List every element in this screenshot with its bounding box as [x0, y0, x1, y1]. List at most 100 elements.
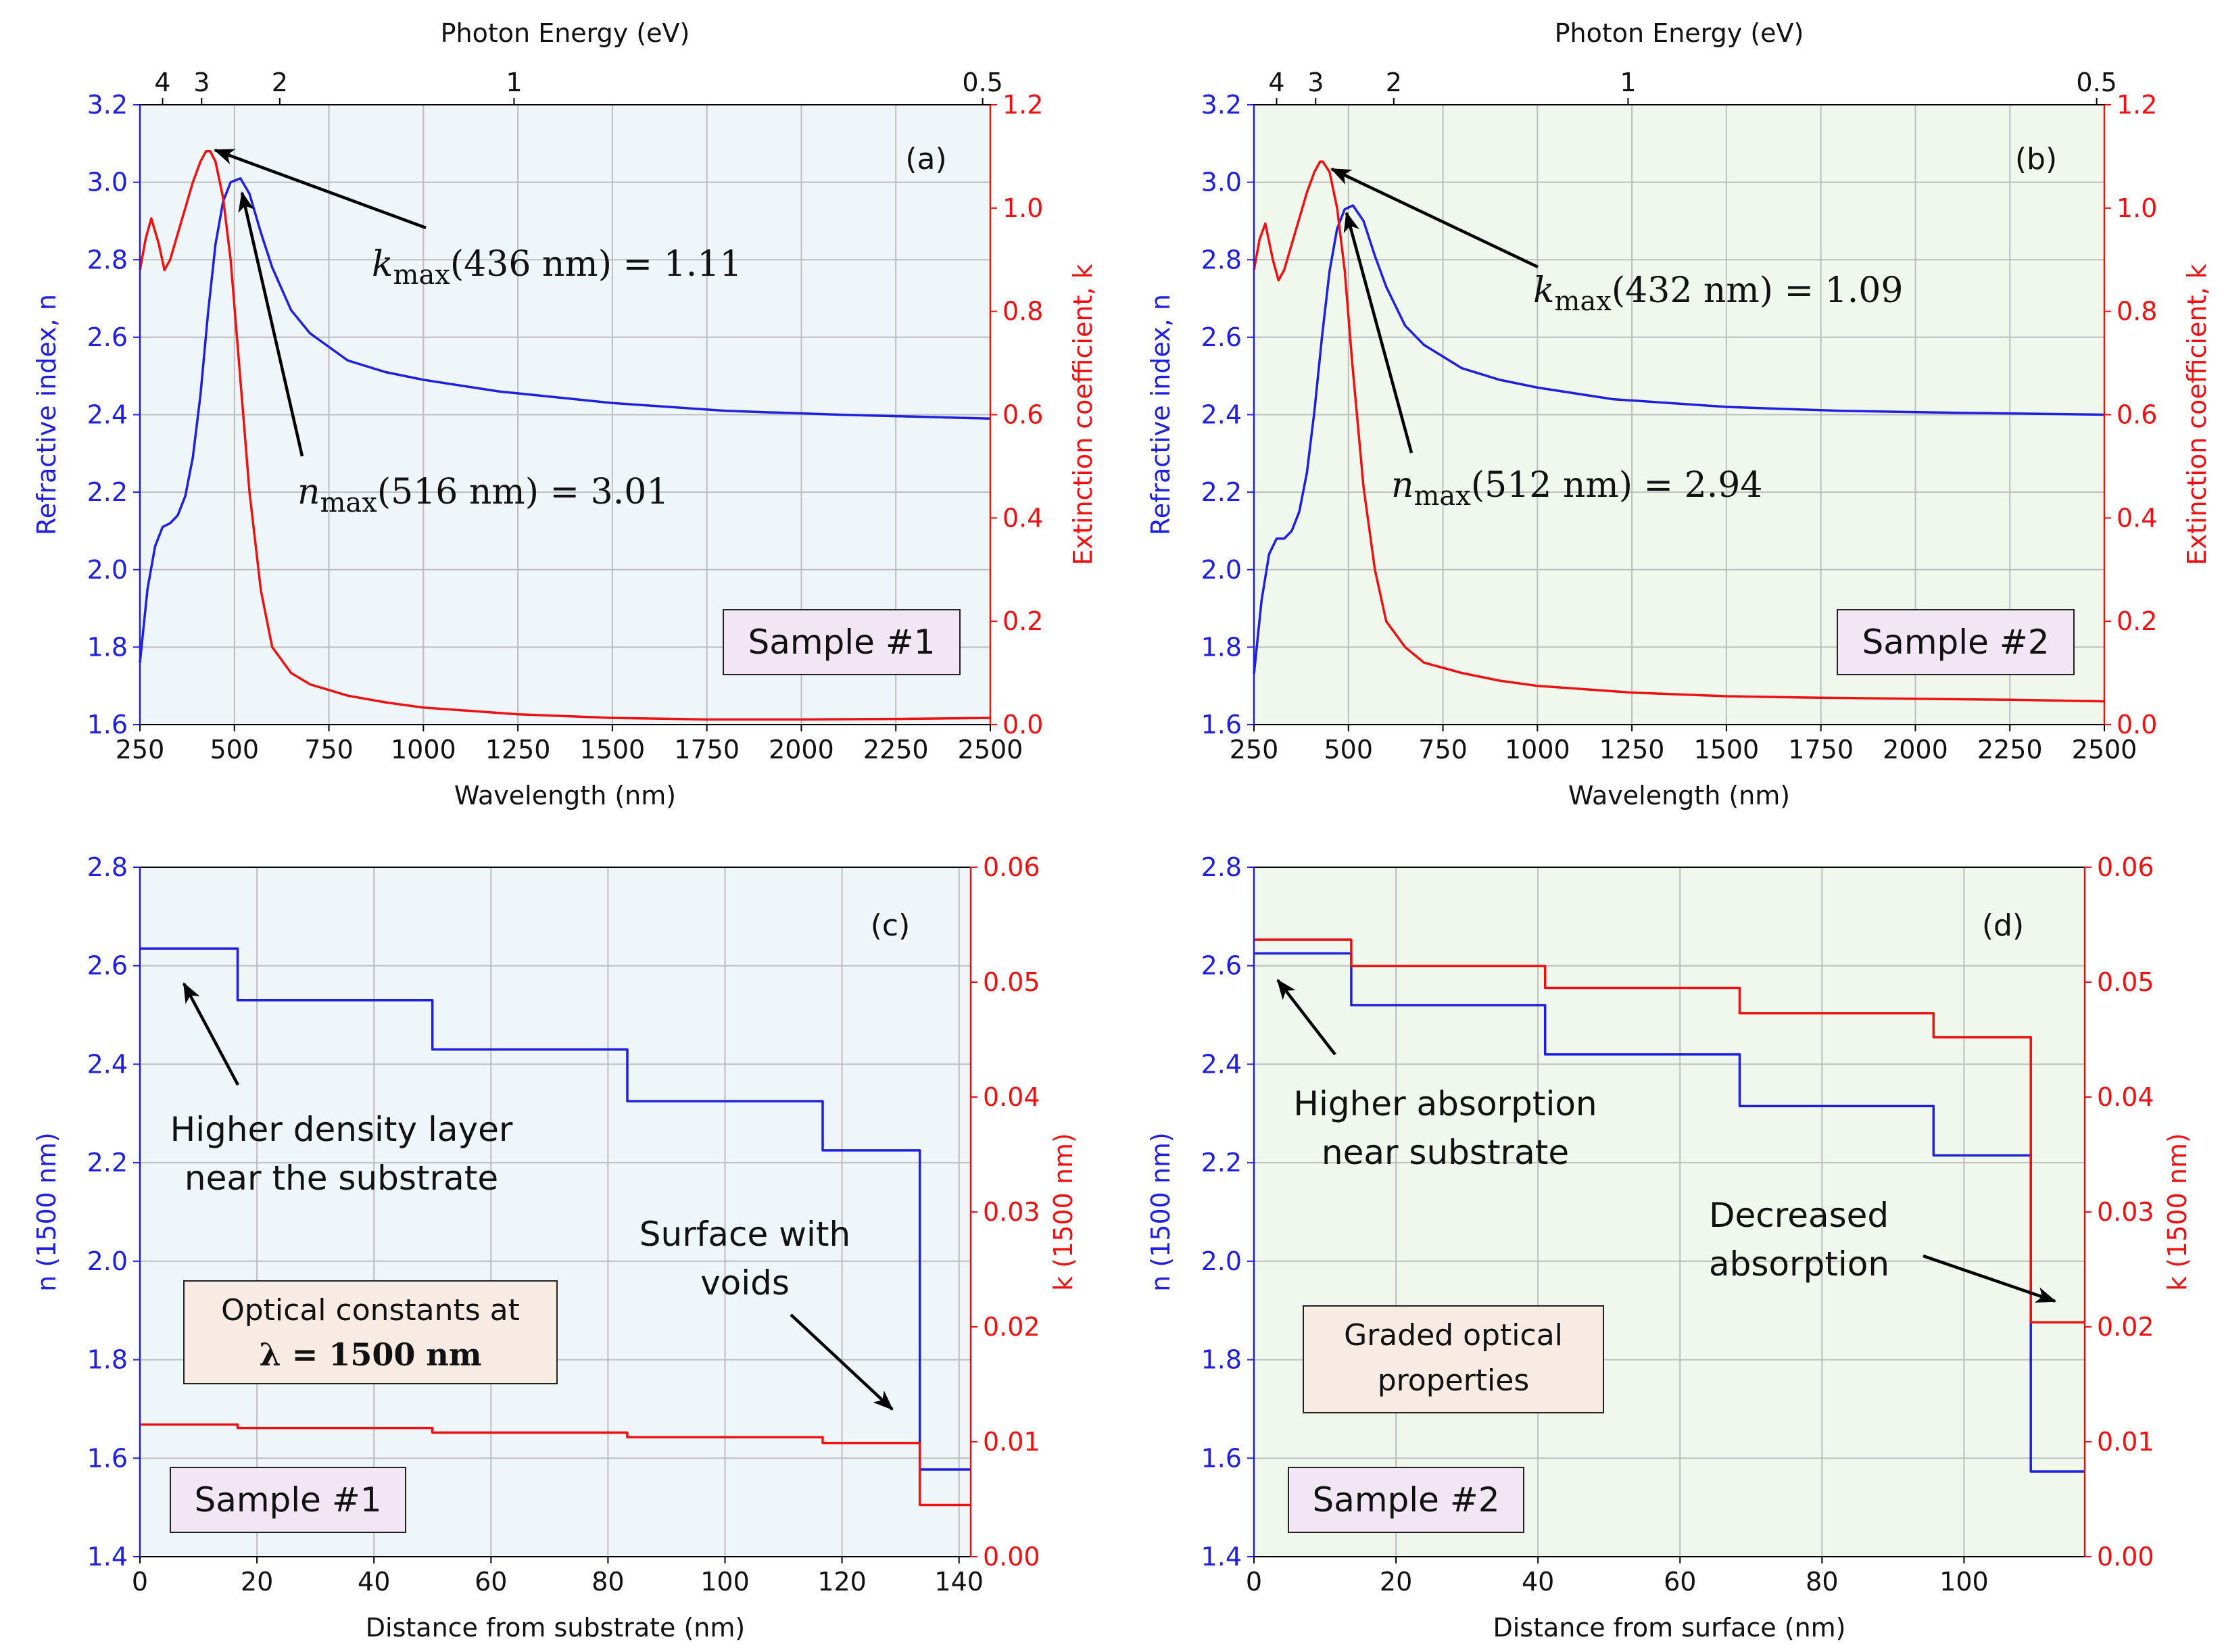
top-tick-label: 0.5 — [2076, 68, 2117, 97]
x-tick-label: 40 — [358, 1567, 390, 1597]
x-tick-label: 1250 — [485, 735, 551, 764]
top-tick-label: 3 — [1307, 68, 1324, 97]
info-box — [1303, 1305, 1604, 1413]
y-left-tick-label: 3.0 — [1201, 168, 1242, 197]
annotation-nmax-value: (516 nm) = 3.01 — [377, 472, 669, 512]
x-axis-label: Wavelength (nm) — [1568, 781, 1790, 810]
sample-label: Sample #1 — [748, 623, 935, 662]
y-right-tick-label: 0.2 — [2117, 606, 2157, 636]
y-left-axis-label: n (1500 nm) — [1146, 1132, 1176, 1292]
y-left-tick-label: 2.8 — [87, 852, 128, 882]
x-tick-label: 120 — [817, 1567, 867, 1597]
y-right-tick-label: 0.02 — [983, 1312, 1040, 1342]
y-right-tick-label: 0.02 — [2097, 1312, 2154, 1342]
x-tick-label: 0 — [1246, 1567, 1262, 1597]
series-line-n — [139, 177, 991, 663]
y-left-tick-label: 2.0 — [1201, 555, 1242, 585]
sample-label: Sample #2 — [1862, 623, 2049, 662]
annotation-kmax-value: (432 nm) = 1.09 — [1612, 270, 1904, 311]
y-right-tick-label: 0.8 — [1002, 297, 1043, 326]
series-line-k — [140, 1423, 971, 1507]
y-right-tick-label: 0.03 — [2097, 1197, 2154, 1227]
y-right-tick-label: 0.0 — [1002, 710, 1043, 739]
top-axis-label: Photon Energy (eV) — [1555, 18, 1804, 48]
y-left-tick-label: 2.4 — [87, 400, 128, 430]
annotation-2-arrow — [790, 1313, 894, 1411]
annotation-2-line-1: Surface with — [639, 1215, 850, 1254]
series-line-k — [139, 150, 991, 721]
y-left-tick-label: 1.8 — [87, 632, 128, 662]
annotation-2-line-2: absorption — [1709, 1244, 1889, 1284]
y-left-axis-label: Refractive index, n — [1146, 294, 1176, 535]
y-left-tick-label: 2.2 — [87, 1148, 128, 1177]
annotation-nmax-sub: max — [320, 487, 378, 518]
sample-label: Sample #2 — [1312, 1480, 1499, 1520]
y-left-tick-label: 1.4 — [1201, 1542, 1242, 1572]
y-right-tick-label: 0.05 — [983, 967, 1040, 997]
y-right-tick-label: 0.04 — [983, 1082, 1040, 1112]
y-right-tick-label: 0.03 — [983, 1197, 1040, 1227]
y-right-tick-label: 1.0 — [2117, 193, 2157, 223]
annotation-nmax-sub: max — [1414, 481, 1472, 512]
x-tick-label: 140 — [934, 1567, 984, 1597]
x-tick-label: 40 — [1522, 1567, 1554, 1597]
annotation-2-line-1: Decreased — [1709, 1196, 1889, 1235]
y-right-tick-label: 0.4 — [1002, 503, 1043, 533]
annotation-kmax: kmax(432 nm) = 1.09 — [1533, 270, 1903, 317]
y-left-tick-label: 2.4 — [1201, 1049, 1242, 1079]
x-tick-label: 2500 — [2072, 735, 2137, 764]
y-right-axis-label: k (1500 nm) — [2162, 1133, 2192, 1291]
y-left-tick-label: 3.2 — [87, 90, 128, 120]
x-axis-label: Distance from substrate (nm) — [366, 1613, 745, 1643]
annotation-kmax-sub: max — [1555, 286, 1612, 317]
series-line-k — [1253, 160, 2105, 703]
plot-area — [1254, 867, 2085, 1557]
sample-label-box — [1288, 1467, 1524, 1533]
x-tick-label: 1750 — [1788, 735, 1854, 764]
panel-label: (c) — [871, 908, 911, 943]
x-tick-label: 1500 — [580, 735, 646, 764]
annotation-nmax: nmax(516 nm) = 3.01 — [297, 472, 669, 518]
top-tick-label: 1 — [1620, 68, 1636, 97]
y-right-tick-label: 0.01 — [2097, 1427, 2154, 1457]
y-left-tick-label: 2.6 — [1201, 951, 1242, 981]
top-tick-label: 4 — [1268, 68, 1284, 97]
x-tick-label: 20 — [241, 1567, 273, 1597]
chart-panel-c: 0 20 40 60 80 100 120 140 1.4 1.6 1.8 2.0 2.2 2.4 2.6 2… — [32, 852, 1078, 1643]
y-right-axis-label: k (1500 nm) — [1048, 1133, 1078, 1291]
y-left-tick-label: 2.6 — [1201, 322, 1242, 352]
y-left-tick-label: 2.2 — [1201, 477, 1242, 507]
y-right-tick-label: 0.06 — [2097, 852, 2154, 882]
y-right-tick-label: 1.2 — [2117, 90, 2157, 120]
annotation-kmax-sub: max — [393, 260, 451, 291]
sample-label-box — [1837, 609, 2075, 675]
top-tick-label: 2 — [1386, 68, 1402, 97]
y-left-tick-label: 1.6 — [1201, 1443, 1242, 1473]
x-axis-label: Distance from surface (nm) — [1493, 1613, 1845, 1643]
y-right-tick-label: 0.01 — [983, 1427, 1040, 1457]
x-tick-label: 2250 — [863, 735, 929, 764]
x-tick-label: 60 — [475, 1567, 507, 1597]
x-tick-label: 100 — [700, 1567, 750, 1597]
annotation-2-line-2: voids — [700, 1263, 790, 1303]
y-left-tick-label: 2.8 — [1201, 245, 1242, 274]
x-tick-label: 500 — [210, 735, 260, 764]
y-left-tick-label: 1.8 — [1201, 1345, 1242, 1375]
y-right-tick-label: 0.04 — [2097, 1082, 2154, 1112]
y-left-tick-label: 1.6 — [1201, 710, 1242, 739]
x-tick-label: 750 — [1418, 735, 1468, 764]
y-left-tick-label: 2.4 — [1201, 400, 1242, 430]
y-left-tick-label: 2.6 — [87, 322, 128, 352]
y-left-tick-label: 2.8 — [1201, 852, 1242, 882]
x-tick-label: 100 — [1939, 1567, 1989, 1597]
y-right-axis-label: Extinction coefficient, k — [2182, 264, 2212, 565]
y-left-tick-label: 2.6 — [87, 951, 128, 981]
y-right-tick-label: 0.00 — [2097, 1542, 2154, 1572]
info-box — [183, 1280, 558, 1384]
sample-label-box — [723, 609, 961, 675]
y-left-tick-label: 1.6 — [87, 710, 128, 739]
sample-label-box — [170, 1467, 406, 1533]
y-left-tick-label: 2.2 — [1201, 1148, 1242, 1177]
top-tick-label: 1 — [506, 68, 522, 97]
series-line-n — [140, 947, 971, 1471]
